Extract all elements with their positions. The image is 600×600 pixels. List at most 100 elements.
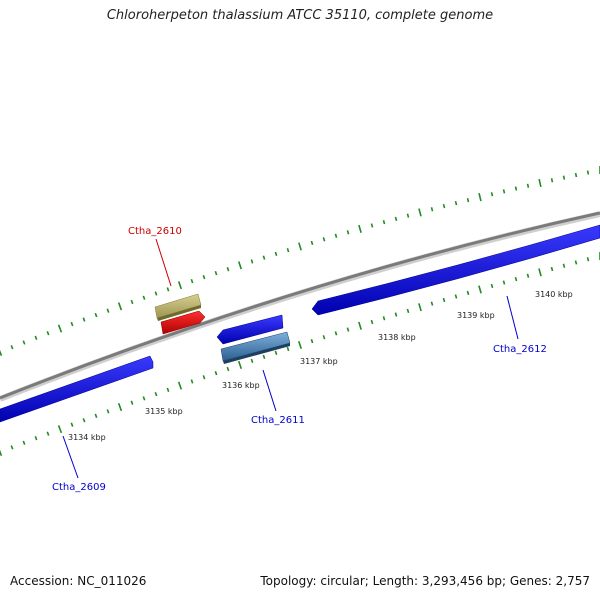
forward-track-minor-tick xyxy=(394,216,398,222)
genome-summary-text: Topology: circular; Length: 3,293,456 bp… xyxy=(260,574,590,588)
gene-ctha-2609-feature[interactable] xyxy=(0,355,154,423)
reverse-track-minor-tick xyxy=(502,280,506,285)
forward-track-minor-tick xyxy=(46,331,50,336)
reverse-track-minor-tick xyxy=(94,413,98,418)
forward-track-major-tick xyxy=(57,324,63,333)
gene-reverse-cds-small[interactable] xyxy=(216,314,284,345)
forward-track-minor-tick xyxy=(502,189,506,194)
reverse-track-minor-tick xyxy=(406,308,410,314)
forward-track-minor-tick xyxy=(154,291,158,296)
reverse-track-minor-tick xyxy=(442,297,446,303)
reverse-track-minor-tick xyxy=(190,379,194,384)
forward-strand-tick-track xyxy=(0,166,600,357)
reverse-track-minor-tick xyxy=(514,276,518,282)
reverse-track-minor-tick xyxy=(22,440,26,445)
forward-track-major-tick xyxy=(478,193,482,202)
reverse-track-major-tick xyxy=(177,381,183,390)
forward-track-minor-tick xyxy=(250,259,254,264)
gene-ctha-2610-feature[interactable] xyxy=(160,310,206,335)
forward-track-minor-tick xyxy=(226,267,230,272)
tick-label-3136: 3136 kbp xyxy=(222,381,260,390)
forward-track-minor-tick xyxy=(370,223,374,228)
leader-ctha-2609 xyxy=(62,435,79,479)
reverse-track-minor-tick xyxy=(34,436,38,441)
forward-track-minor-tick xyxy=(22,340,26,345)
gene-label-ctha-2610[interactable]: Ctha_2610 xyxy=(128,226,182,237)
reverse-track-minor-tick xyxy=(226,366,230,372)
reverse-track-minor-tick xyxy=(526,273,530,278)
gene-label-ctha-2612[interactable]: Ctha_2612 xyxy=(493,344,547,355)
forward-track-minor-tick xyxy=(406,213,410,218)
leader-ctha-2610 xyxy=(155,238,172,287)
forward-track-minor-tick xyxy=(382,220,386,225)
reverse-strand-tick-track xyxy=(0,252,600,457)
reverse-track-minor-tick xyxy=(394,312,398,317)
reverse-track-minor-tick xyxy=(274,350,278,356)
forward-track-major-tick xyxy=(538,178,542,188)
leader-ctha-2611 xyxy=(262,369,277,412)
gene-ctha-2611-shadow xyxy=(223,343,290,364)
forward-track-minor-tick xyxy=(346,230,350,235)
forward-track-major-tick xyxy=(117,302,123,311)
forward-track-minor-tick xyxy=(214,270,218,276)
reverse-track-minor-tick xyxy=(154,391,158,397)
genome-backbone-core xyxy=(0,211,600,400)
forward-track-minor-tick xyxy=(190,278,194,284)
forward-track-minor-tick xyxy=(82,317,86,322)
reverse-track-minor-tick xyxy=(370,319,374,325)
reverse-track-minor-tick xyxy=(322,335,326,340)
forward-track-minor-tick xyxy=(34,335,38,340)
forward-track-major-tick xyxy=(358,224,362,233)
tick-labels: 3134 kbp 3135 kbp 3136 kbp 3137 kbp 3138… xyxy=(68,290,573,442)
reverse-track-major-tick xyxy=(358,321,362,330)
reverse-track-minor-tick xyxy=(334,331,338,336)
reverse-track-minor-tick xyxy=(490,283,494,289)
reverse-track-major-tick xyxy=(57,425,63,434)
map-title: Chloroherpeton thalassium ATCC 35110, co… xyxy=(106,8,494,23)
gene-label-ctha-2609[interactable]: Ctha_2609 xyxy=(52,482,106,493)
reverse-track-minor-tick xyxy=(262,354,266,360)
reverse-track-minor-tick xyxy=(286,346,290,352)
reverse-track-minor-tick xyxy=(142,396,146,401)
reverse-track-minor-tick xyxy=(214,370,218,376)
reverse-track-major-tick xyxy=(0,449,3,457)
reverse-track-minor-tick xyxy=(550,266,554,272)
forward-track-minor-tick xyxy=(262,255,266,260)
gene-forward-khaki-shadow xyxy=(157,305,201,321)
forward-track-minor-tick xyxy=(322,237,326,242)
tick-label-3138: 3138 kbp xyxy=(378,333,416,342)
reverse-track-minor-tick xyxy=(466,290,470,296)
reverse-track-minor-tick xyxy=(106,409,110,414)
forward-track-major-tick xyxy=(298,242,302,251)
reverse-track-major-tick xyxy=(418,303,422,312)
forward-track-minor-tick xyxy=(94,312,98,318)
forward-track-minor-tick xyxy=(286,248,290,253)
forward-track-minor-tick xyxy=(466,197,470,203)
forward-track-minor-tick xyxy=(106,308,110,313)
tick-label-3135: 3135 kbp xyxy=(145,407,183,416)
forward-track-minor-tick xyxy=(274,251,278,257)
forward-track-minor-tick xyxy=(310,240,314,246)
reverse-track-minor-tick xyxy=(10,445,14,450)
gene-label-ctha-2611[interactable]: Ctha_2611 xyxy=(251,415,305,426)
forward-track-minor-tick xyxy=(10,345,14,350)
forward-track-major-tick xyxy=(177,281,183,290)
forward-track-minor-tick xyxy=(334,233,338,238)
tick-label-3139: 3139 kbp xyxy=(457,311,495,320)
forward-track-minor-tick xyxy=(70,321,74,327)
forward-track-minor-tick xyxy=(142,295,146,300)
gene-ctha-2612-feature[interactable] xyxy=(311,224,600,316)
forward-track-minor-tick xyxy=(550,178,554,183)
forward-track-minor-tick xyxy=(526,183,530,188)
reverse-track-major-tick xyxy=(478,285,482,294)
forward-track-minor-tick xyxy=(586,170,590,175)
reverse-track-minor-tick xyxy=(454,294,458,299)
leader-ctha-2612 xyxy=(506,295,519,340)
tick-label-3140: 3140 kbp xyxy=(535,290,573,299)
forward-track-minor-tick xyxy=(442,204,446,209)
forward-track-minor-tick xyxy=(574,172,578,178)
reverse-track-major-tick xyxy=(117,403,123,412)
forward-track-minor-tick xyxy=(454,200,458,206)
forward-track-minor-tick xyxy=(514,186,518,191)
